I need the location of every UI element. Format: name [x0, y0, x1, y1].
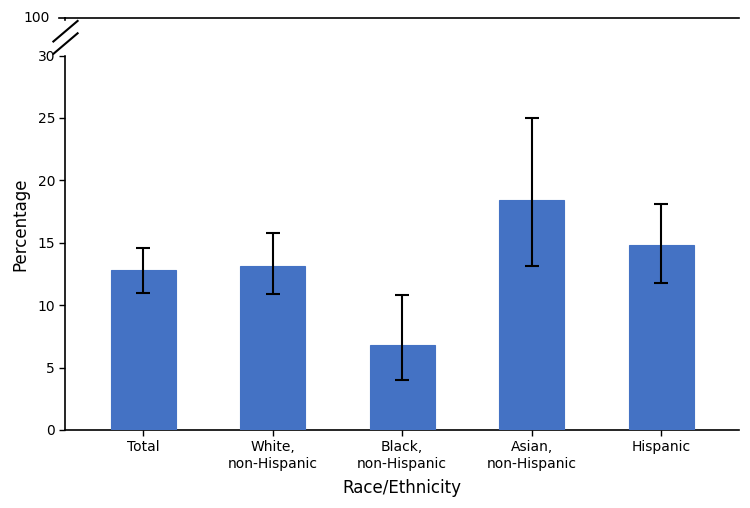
Y-axis label: Percentage: Percentage: [11, 177, 29, 271]
Bar: [111, 270, 176, 430]
Bar: [240, 267, 305, 430]
Bar: [370, 345, 434, 430]
Bar: [500, 200, 564, 430]
X-axis label: Race/Ethnicity: Race/Ethnicity: [343, 479, 462, 497]
Bar: [53, 33, 77, 54]
Text: 100: 100: [23, 11, 50, 25]
Bar: [53, 21, 77, 42]
Bar: [628, 245, 694, 430]
